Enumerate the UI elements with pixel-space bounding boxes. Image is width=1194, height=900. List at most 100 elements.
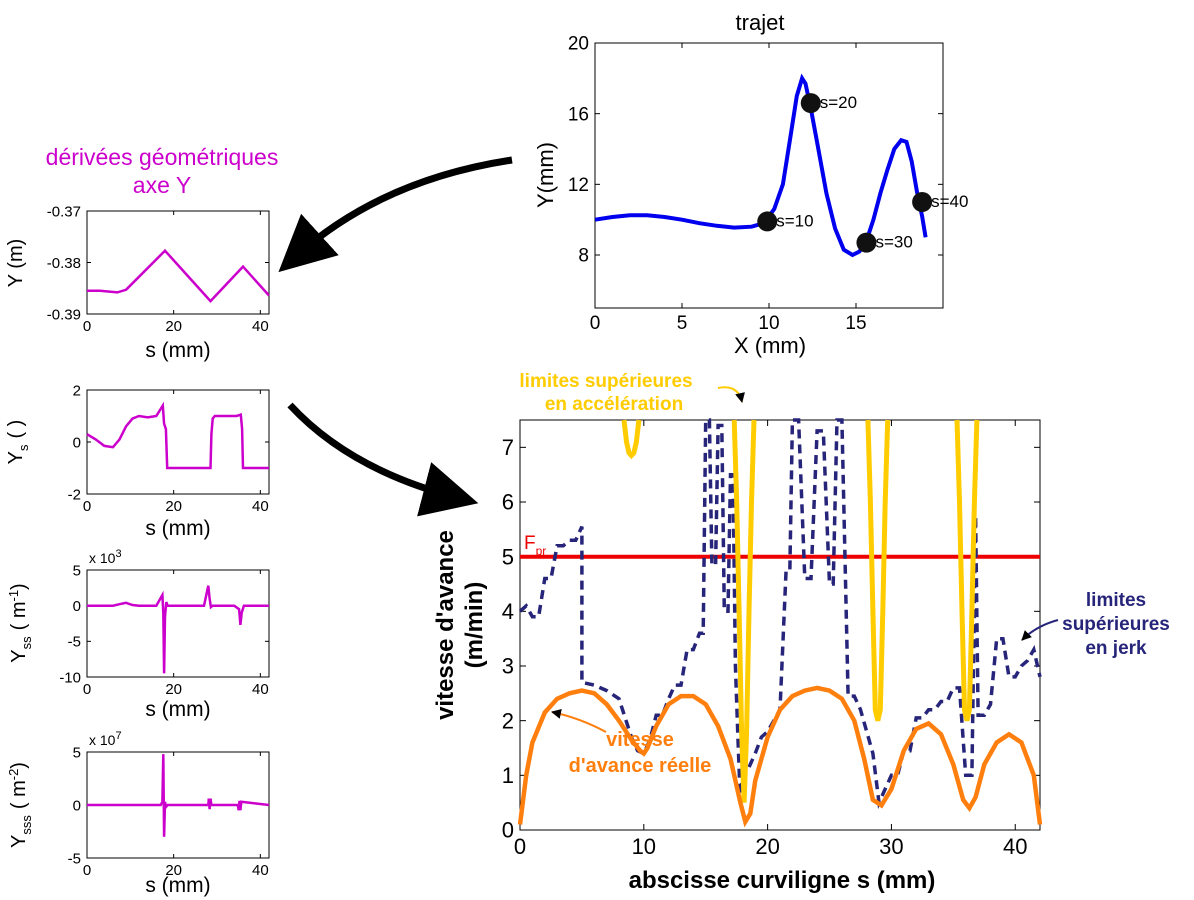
yss-axes-box xyxy=(86,569,270,678)
trajet-marker-label: s=10 xyxy=(776,211,813,230)
trajet-marker xyxy=(912,192,933,212)
yss-ytick-label: -10 xyxy=(59,669,81,686)
svg-text:Ysss( m-2): Ysss( m-2) xyxy=(6,762,34,848)
speed-axes-box xyxy=(519,419,1041,831)
trajet-axes-box xyxy=(594,42,944,309)
derivatives-title-line1: dérivées géométriques xyxy=(46,144,279,170)
accel-limit-segment xyxy=(954,419,980,722)
real-speed-line xyxy=(517,685,1043,828)
ys-ytick-label: -2 xyxy=(68,486,81,503)
flow-arrow-to-speed xyxy=(287,402,479,517)
trajet-ytick-label: 16 xyxy=(568,104,589,125)
trajet-xtick-label: 15 xyxy=(845,313,866,334)
yss-xlabel: s (mm) xyxy=(145,698,210,721)
y-derivative-line xyxy=(87,248,270,303)
ysss-ytick-label: -5 xyxy=(68,850,81,867)
yss-ytick-label: 0 xyxy=(73,598,81,615)
accel-annotation-line2: en accélération xyxy=(545,394,683,415)
ysss-ylabel: Ysss( m-2) xyxy=(6,762,34,848)
trajet-markers: s=10 s=20 s=30 s=40 xyxy=(757,93,968,253)
yss-ytick-label: -5 xyxy=(68,634,81,651)
derivatives-title-line2: axe Y xyxy=(133,172,191,198)
speed-xtick-label: 20 xyxy=(755,834,779,859)
ys-ticks: 0 20 40-202 xyxy=(68,382,269,515)
ys-ylabel-main: Y xyxy=(5,451,27,464)
ys-ytick-label: 2 xyxy=(73,382,81,399)
accel-annotation-line1: limites supérieures xyxy=(519,371,692,392)
y-xtick-label: 40 xyxy=(252,318,269,335)
ys-xlabel: s (mm) xyxy=(145,517,210,540)
ysss-derivative-line xyxy=(87,754,270,837)
real-annotation-arrow xyxy=(551,708,607,733)
yss-ytick-label: 5 xyxy=(73,562,81,579)
trajet-marker-label: s=40 xyxy=(931,192,968,211)
real-annotation-line2: d'avance réelle xyxy=(569,755,712,777)
yss-panel: 0 20 40 -10 -5 0 5 x 103 s (mm) Yss( m-1) xyxy=(6,548,270,721)
speed-ylabel-line2: (m/min) xyxy=(461,582,488,669)
yss-ticks: 0 20 40 -10 -5 0 5 xyxy=(59,562,269,698)
yss-exponent: x 103 xyxy=(89,548,122,566)
ys-xtick-label: 40 xyxy=(252,498,269,515)
real-annotation-line1: vitesse xyxy=(606,729,674,751)
accel-annotation-arrow xyxy=(717,386,745,403)
trajet-xtick-label: 5 xyxy=(677,313,688,334)
ysss-xtick-label: 20 xyxy=(165,862,182,879)
trajet-title: trajet xyxy=(736,10,785,35)
trajet-marker xyxy=(856,232,877,253)
trajet-ytick-label: 20 xyxy=(568,34,589,55)
speed-ytick-label: 0 xyxy=(502,818,514,843)
ysss-panel: 0 20 40-505 x 107 s (mm) Ysss( m-2) xyxy=(6,730,270,897)
speed-xtick-label: 0 xyxy=(514,834,526,859)
ysss-ticks: 0 20 40-505 xyxy=(68,744,269,879)
trajet-marker-label: s=30 xyxy=(875,233,912,252)
trajet-ytick-label: 12 xyxy=(568,175,589,196)
speed-xtick-label: 40 xyxy=(1003,834,1027,859)
y-ytick-label: -0.39 xyxy=(47,306,81,323)
y-ytick-label: -0.38 xyxy=(47,255,81,272)
ys-xtick-label: 20 xyxy=(165,498,182,515)
jerk-annotation-line2: supérieures xyxy=(1062,614,1170,635)
y-ticks: 0 20 40 -0.39 -0.38 -0.37 xyxy=(47,203,269,335)
ysss-xlabel: s (mm) xyxy=(145,874,210,897)
ys-xtick-label: 0 xyxy=(83,498,91,515)
ys-ylabel-unit: ( ) xyxy=(5,420,27,439)
ys-panel: 0 20 40-202 s (mm) Ys( ) xyxy=(5,382,270,540)
trajet-marker xyxy=(800,93,821,114)
speed-ticks: 0 10 20 30 40 0 1 2 3 4 5 6 7 xyxy=(502,420,1040,859)
flow-arrow-to-derivatives xyxy=(278,156,513,273)
jerk-annotation-arrow xyxy=(1021,619,1059,641)
ys-ylabel: Ys ( ) xyxy=(5,420,31,465)
ysss-exponent: x 107 xyxy=(89,730,122,748)
speed-ytick-label: 4 xyxy=(502,599,514,624)
ys-ytick-label: 0 xyxy=(73,434,81,451)
y-axes-box xyxy=(86,210,270,315)
jerk-annotation-line3: en jerk xyxy=(1085,638,1147,659)
speed-xtick-label: 10 xyxy=(632,834,656,859)
accel-limit-segment xyxy=(865,419,891,722)
y-ylabel: Y (m) xyxy=(5,239,27,288)
ysss-xtick-label: 0 xyxy=(83,862,91,879)
speed-ytick-label: 2 xyxy=(502,708,514,733)
trajet-xtick-label: 0 xyxy=(590,313,601,334)
accel-limit-lines xyxy=(621,419,980,803)
ys-derivative-line xyxy=(86,401,269,470)
trajet-xtick-label: 10 xyxy=(758,313,779,334)
speed-ytick-label: 7 xyxy=(502,435,514,460)
speed-ytick-label: 1 xyxy=(502,763,514,788)
speed-ytick-label: 6 xyxy=(502,490,514,515)
fpr-label: Fpr xyxy=(524,533,546,558)
speed-panel: 0 10 20 30 40 0 1 2 3 4 5 6 7 abscisse curviligne s … xyxy=(432,418,1043,894)
ys-ylabel-sub: s xyxy=(16,444,31,451)
yss-ylabel: Yss( m-1) xyxy=(6,583,34,662)
ysss-ytick-label: 5 xyxy=(73,744,81,761)
ysss-xtick-label: 40 xyxy=(252,862,269,879)
yss-xtick-label: 0 xyxy=(83,681,91,698)
speed-ytick-label: 3 xyxy=(502,654,514,679)
y-xtick-label: 0 xyxy=(83,318,91,335)
speed-xlabel: abscisse curviligne s (mm) xyxy=(629,867,936,894)
speed-ytick-label: 5 xyxy=(502,544,514,569)
trajet-ytick-label: 8 xyxy=(578,246,589,267)
accel-limit-segment xyxy=(621,419,642,460)
